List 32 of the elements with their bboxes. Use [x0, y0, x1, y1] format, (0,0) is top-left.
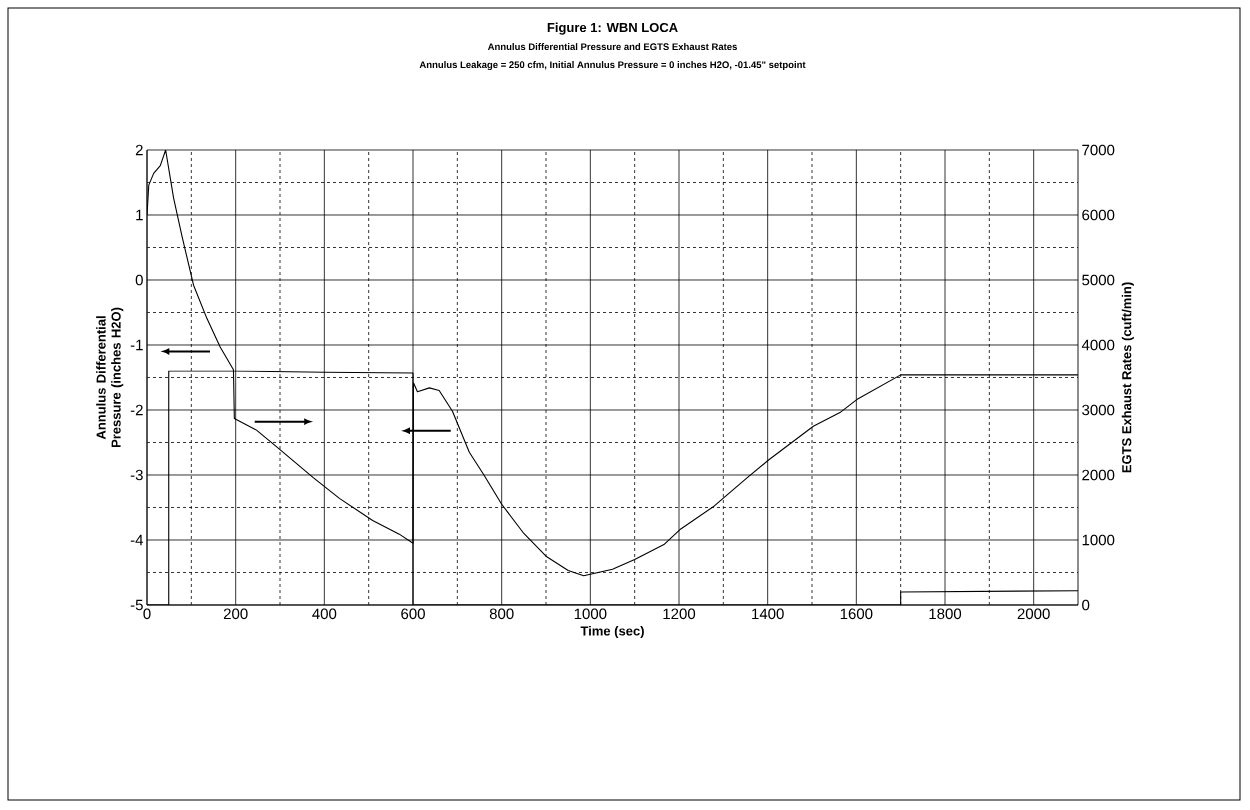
- y2-tick-label: 3000: [1082, 404, 1115, 416]
- y2-tick-label: 0: [1082, 599, 1090, 611]
- x-tick-label: 1200: [663, 608, 696, 620]
- y2-tick-label: 1000: [1082, 534, 1115, 546]
- x-axis-title: Time (sec): [580, 626, 644, 639]
- y-tick-label: -3: [130, 469, 143, 481]
- y2-tick-label: 6000: [1082, 209, 1115, 221]
- chart-title: Figure 1: WBN LOCA: [547, 22, 678, 35]
- y2-axis-title: EGTS Exhaust Rates (cuft/min): [1121, 282, 1134, 473]
- x-tick-label: 600: [401, 608, 425, 620]
- x-tick-label: 1400: [752, 608, 784, 620]
- y-tick-label: -5: [130, 599, 143, 611]
- y2-tick-label: 4000: [1081, 339, 1115, 351]
- y-tick-label: -4: [130, 534, 144, 546]
- chart-subtitle: Annulus Differential Pressure and EGTS Exhaust Rates: [487, 43, 737, 51]
- x-tick-label: 1600: [840, 608, 873, 620]
- y-tick-label: 2: [135, 144, 143, 156]
- x-tick-label: 200: [223, 608, 248, 620]
- y2-tick-label: 7000: [1082, 144, 1115, 156]
- y-tick-label: 1: [136, 209, 143, 221]
- y-tick-label: -1: [130, 339, 143, 351]
- y2-tick-label: 5000: [1082, 274, 1115, 286]
- x-tick-label: 800: [489, 608, 514, 620]
- x-tick-label: 2000: [1017, 608, 1050, 620]
- y2-tick-label: 2000: [1082, 469, 1115, 481]
- x-tick-label: 1000: [574, 608, 607, 620]
- x-tick-label: 1800: [929, 608, 962, 620]
- text: Annulus Leakage = 250 cfm, Initial Annulus Pressure = 0 inches H2O, -01.45" setpoint: [419, 61, 806, 70]
- y-tick-label: 0: [135, 274, 143, 286]
- y-axis-title: Annulus Differential Pressure (inches H2O): [96, 307, 124, 448]
- y-tick-label: -2: [130, 404, 143, 416]
- x-tick-label: 400: [312, 608, 337, 620]
